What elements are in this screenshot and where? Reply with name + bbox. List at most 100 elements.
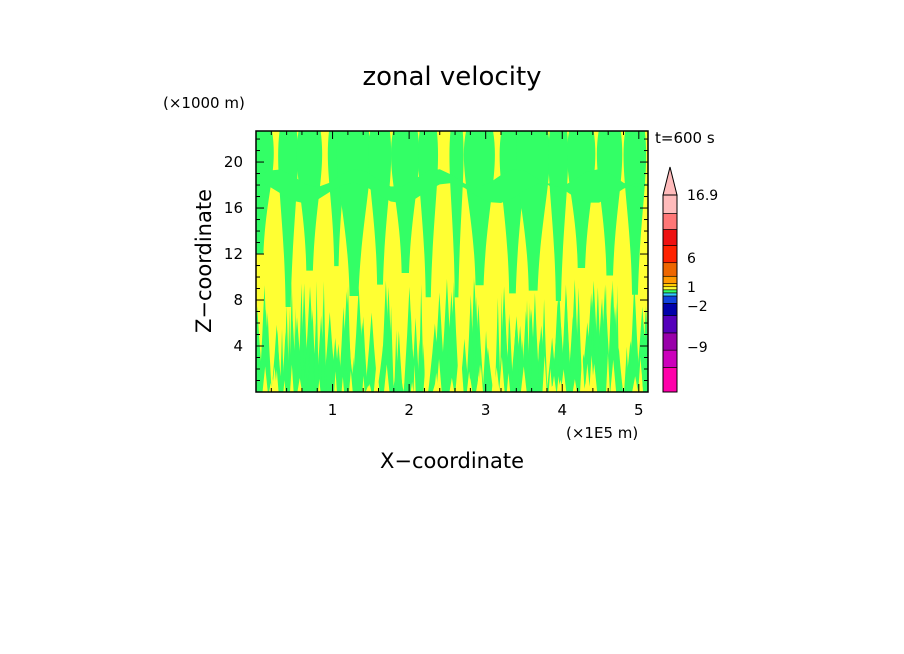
contour-fleck: [290, 364, 294, 392]
colorbar-segment: [662, 229, 678, 246]
contour-streak: [308, 318, 315, 392]
chart-title: zonal velocity: [362, 62, 541, 92]
contour-column: [368, 131, 392, 285]
contour-streak: [642, 305, 648, 392]
contour-fleck: [499, 356, 505, 392]
contour-fleck: [413, 364, 416, 392]
contour-fleck: [591, 363, 598, 392]
contour-streak: [403, 347, 412, 392]
contour-fleck: [606, 353, 610, 392]
colorbar-segment: [662, 303, 678, 316]
contour-streak: [540, 299, 548, 392]
contour-streak: [314, 281, 319, 392]
contour-fleck: [271, 366, 278, 392]
y-tick-label: 20: [224, 153, 243, 171]
x-tick-label: 1: [328, 401, 338, 419]
y-tick-label: 12: [224, 245, 243, 263]
colorbar: 16.9 6 1 −2 −9: [662, 166, 718, 393]
x-axis: 1 2 3 4 5: [255, 131, 644, 419]
contour-fleck: [520, 384, 526, 392]
colorbar-segment: [662, 289, 678, 294]
contour-fleck: [432, 382, 439, 392]
contour-streak: [388, 306, 394, 392]
colorbar-label: 1: [687, 280, 696, 296]
contour-fleck: [341, 376, 345, 392]
contour-fleck: [455, 365, 461, 392]
contour-fleck: [423, 364, 428, 392]
contour-streak: [510, 329, 521, 392]
contour-column: [515, 131, 550, 291]
y-tick-label: 16: [224, 199, 243, 217]
contour-fleck: [283, 379, 286, 392]
colorbar-overflow-arrow: [662, 166, 678, 196]
y-axis: 4 8 12 16 20: [224, 138, 648, 393]
contour-column: [548, 131, 569, 301]
contour-streak: [445, 291, 458, 392]
contour-fleck: [410, 381, 414, 392]
colorbar-segment: [662, 315, 678, 334]
colorbar-segment: [662, 286, 678, 291]
contour-fleck: [365, 385, 371, 392]
contour-streak: [321, 299, 326, 392]
contour-fleck: [639, 369, 643, 392]
x-unit-label: (×1E5 m): [566, 424, 638, 442]
contour-fleck: [478, 364, 482, 392]
contour-streak: [466, 294, 476, 392]
x-tick-label: 3: [481, 401, 491, 419]
contour-fleck: [583, 383, 588, 392]
contour-streak: [530, 292, 540, 392]
contour-streak: [523, 300, 531, 392]
contour-streak: [494, 297, 501, 392]
contour-column: [449, 131, 464, 298]
y-unit-label: (×1000 m): [163, 94, 245, 112]
y-tick-label: 8: [233, 291, 243, 309]
colorbar-segment: [662, 349, 678, 368]
contour-fleck: [495, 371, 499, 392]
contour-fleck: [580, 352, 585, 392]
colorbar-segment: [662, 194, 678, 214]
colorbar-label: 16.9: [687, 188, 718, 204]
contour-fleck: [520, 366, 527, 392]
contour-fleck: [506, 372, 511, 392]
contour-streak: [303, 357, 308, 392]
colorbar-segment: [662, 213, 678, 230]
contour-fleck: [334, 371, 337, 392]
contour-fleck: [572, 379, 577, 392]
contour-fleck: [491, 366, 497, 392]
contour-fleck: [449, 377, 455, 392]
contour-column: [596, 131, 623, 276]
contour-streak: [352, 287, 366, 392]
contour-fleck: [362, 375, 365, 392]
contour-fleck: [466, 371, 472, 392]
time-label: t=600 s: [655, 129, 715, 147]
contour-streak: [628, 280, 640, 392]
contour-fleck: [383, 364, 390, 392]
contour-fleck: [557, 379, 564, 392]
contour-column: [463, 131, 495, 286]
contour-streak: [287, 319, 298, 392]
colorbar-segment: [662, 332, 678, 351]
contour-band: [256, 169, 648, 204]
contour-streak: [505, 313, 514, 392]
colorbar-segment: [662, 275, 678, 284]
x-tick-label: 2: [404, 401, 414, 419]
contour-column: [623, 131, 647, 295]
contour-streak: [338, 306, 349, 392]
colorbar-segment: [662, 292, 678, 297]
contour-fleck: [548, 368, 553, 392]
velocity-contour-field: [256, 131, 648, 392]
contour-fleck: [297, 377, 303, 392]
contour-streak: [281, 332, 290, 392]
contour-streak: [560, 284, 572, 392]
contour-fleck: [318, 379, 321, 392]
contour-fleck: [436, 358, 442, 392]
contour-streak: [569, 279, 581, 392]
contour-streak: [342, 353, 347, 392]
contour-streak: [411, 317, 420, 392]
colorbar-segment: [662, 295, 678, 304]
contour-fleck: [542, 355, 547, 392]
colorbar-label: 6: [687, 251, 696, 267]
colorbar-segment: [662, 283, 678, 288]
contour-streak: [394, 329, 399, 392]
